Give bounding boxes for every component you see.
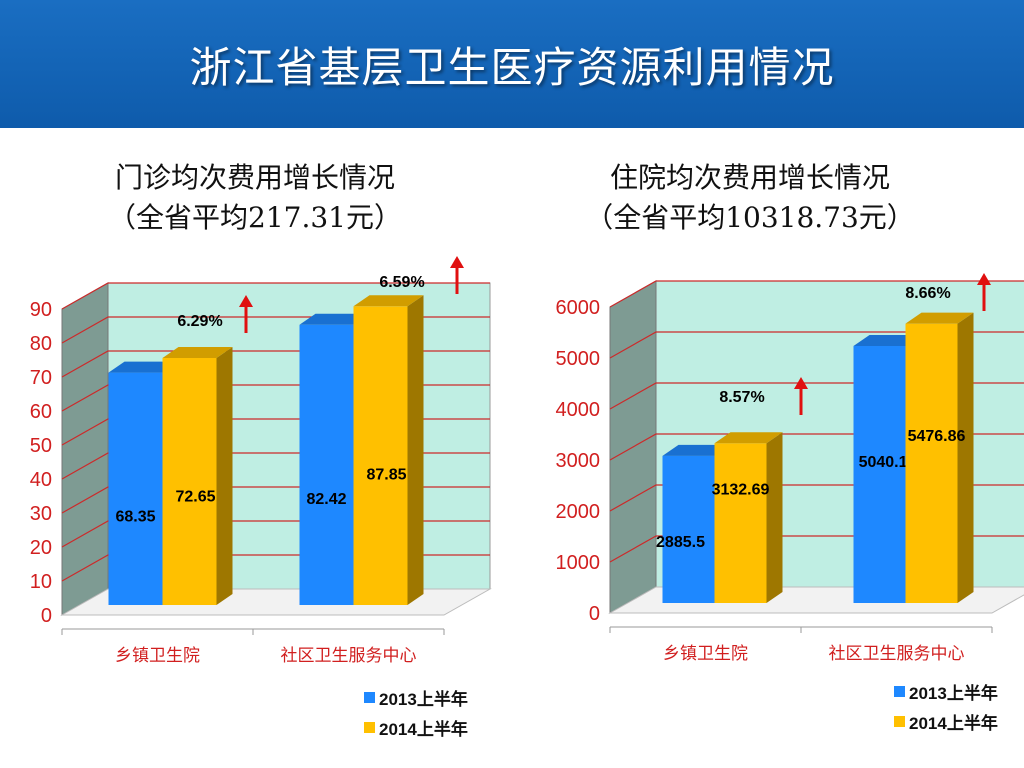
growth-label: 6.29% <box>177 313 222 330</box>
growth-arrow-icon <box>794 377 808 415</box>
chart2-heading: 住院均次费用增长情况 （全省平均10318.73元） <box>515 158 985 238</box>
legend-item-2013: 2013上半年 <box>364 682 468 712</box>
data-label: 87.85 <box>366 467 406 484</box>
legend-item-2013: 2013上半年 <box>894 676 998 706</box>
y-tick-label: 50 <box>30 435 52 457</box>
y-tick-label: 40 <box>30 469 52 491</box>
growth-label: 8.66% <box>905 285 950 302</box>
outpatient-cost-chart: 0 10 20 30 40 50 60 70 80 90 68.35 72.65 乡镇卫生院 6.29% 8… <box>30 256 492 665</box>
y-tick-label: 4000 <box>556 399 601 421</box>
data-label: 5040.18 <box>859 454 917 471</box>
chart1-heading: 门诊均次费用增长情况 （全省平均217.31元） <box>20 158 490 238</box>
gridline <box>609 280 1024 308</box>
growth-arrow-icon <box>977 273 991 311</box>
x-category-label: 社区卫生服务中心 <box>829 644 965 663</box>
bar-2014-1 <box>905 312 974 603</box>
legend-label-2014: 2014上半年 <box>909 713 998 733</box>
y-tick-label: 6000 <box>556 297 601 319</box>
chart1-subtitle: （全省平均217.31元） <box>108 201 402 234</box>
x-category-label: 乡镇卫生院 <box>115 646 200 665</box>
data-label: 72.65 <box>175 488 215 505</box>
legend-item-2014: 2014上半年 <box>894 706 998 736</box>
legend-swatch-2013 <box>894 685 905 697</box>
chart2-title: 住院均次费用增长情况 <box>609 161 890 194</box>
y-tick-label: 1000 <box>556 552 601 574</box>
gridline <box>61 282 490 310</box>
bar-2014-1 <box>353 295 424 605</box>
y-tick-label: 2000 <box>556 501 601 523</box>
legend-swatch-2013 <box>364 691 375 703</box>
chart1-title: 门诊均次费用增长情况 <box>114 161 395 194</box>
bar-2014-0 <box>162 346 233 605</box>
chart2-subtitle: （全省平均10318.73元） <box>585 201 915 234</box>
x-category-label: 社区卫生服务中心 <box>281 646 417 665</box>
growth-arrow-icon <box>450 256 464 294</box>
legend-swatch-2014 <box>894 715 905 727</box>
y-tick-label: 60 <box>30 401 52 423</box>
y-tick-label: 3000 <box>556 450 601 472</box>
legend-item-2014: 2014上半年 <box>364 712 468 742</box>
y-tick-label: 80 <box>30 333 52 355</box>
y-tick-label: 30 <box>30 503 52 525</box>
y-tick-label: 5000 <box>556 348 601 370</box>
growth-label: 8.57% <box>719 389 764 406</box>
chart1-legend: 2013上半年 2014上半年 <box>364 682 468 742</box>
inpatient-cost-chart: 0 1000 2000 3000 4000 5000 6000 2885.5 3132.69 乡镇… <box>556 273 1024 663</box>
legend-label-2013: 2013上半年 <box>379 689 468 709</box>
chart2-legend: 2013上半年 2014上半年 <box>894 676 998 736</box>
y-tick-label: 10 <box>30 571 52 593</box>
growth-arrow-icon <box>239 295 253 333</box>
data-label: 5476.86 <box>908 428 966 445</box>
data-label: 82.42 <box>306 491 346 508</box>
y-tick-label: 20 <box>30 537 52 559</box>
data-label: 2885.5 <box>656 534 705 551</box>
growth-label: 6.59% <box>379 274 424 291</box>
y-tick-label: 0 <box>41 605 52 627</box>
legend-label-2014: 2014上半年 <box>379 719 468 739</box>
page-title: 浙江省基层卫生医疗资源利用情况 <box>189 43 835 92</box>
y-tick-label: 70 <box>30 367 52 389</box>
x-category-label: 乡镇卫生院 <box>663 644 748 663</box>
data-label: 3132.69 <box>712 481 770 498</box>
legend-swatch-2014 <box>364 721 375 733</box>
legend-label-2013: 2013上半年 <box>909 683 998 703</box>
y-tick-label: 90 <box>30 299 52 321</box>
title-banner: 浙江省基层卫生医疗资源利用情况 <box>0 0 1024 128</box>
side-wall <box>61 282 109 616</box>
y-tick-label: 0 <box>589 603 600 625</box>
data-label: 68.35 <box>115 508 155 525</box>
bar-2014-0 <box>714 432 783 603</box>
